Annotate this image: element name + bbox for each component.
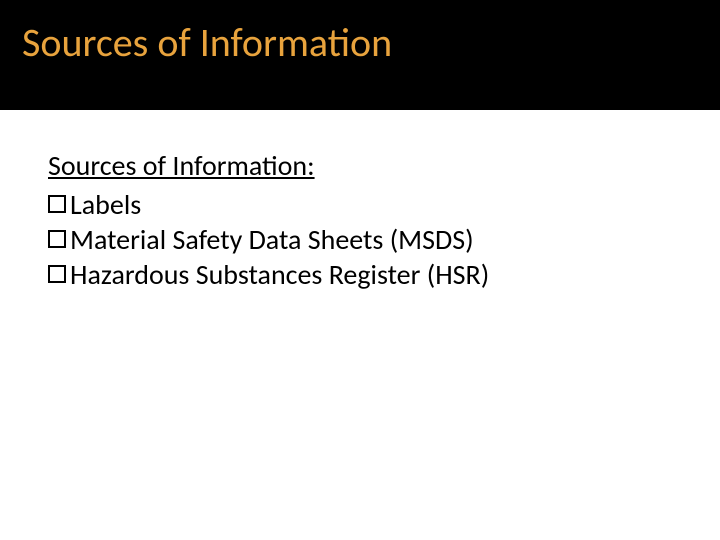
list-item: Material Safety Data Sheets (MSDS)	[48, 222, 668, 257]
square-bullet-icon	[48, 230, 66, 248]
square-bullet-icon	[48, 265, 66, 283]
list-item: Labels	[48, 187, 668, 222]
list-item: Hazardous Substances Register (HSR)	[48, 257, 668, 292]
slide-content: Sources of Information: Labels Material …	[48, 148, 668, 292]
bullet-list: Labels Material Safety Data Sheets (MSDS…	[48, 187, 668, 292]
bullet-text: Labels	[70, 187, 141, 222]
slide-title: Sources of Information	[22, 18, 720, 67]
content-subheading: Sources of Information:	[48, 148, 668, 183]
title-bar: Sources of Information	[0, 0, 720, 110]
square-bullet-icon	[48, 195, 66, 213]
bullet-text: Hazardous Substances Register (HSR)	[70, 257, 489, 292]
bullet-text: Material Safety Data Sheets (MSDS)	[70, 222, 474, 257]
slide: Sources of Information Sources of Inform…	[0, 0, 720, 540]
